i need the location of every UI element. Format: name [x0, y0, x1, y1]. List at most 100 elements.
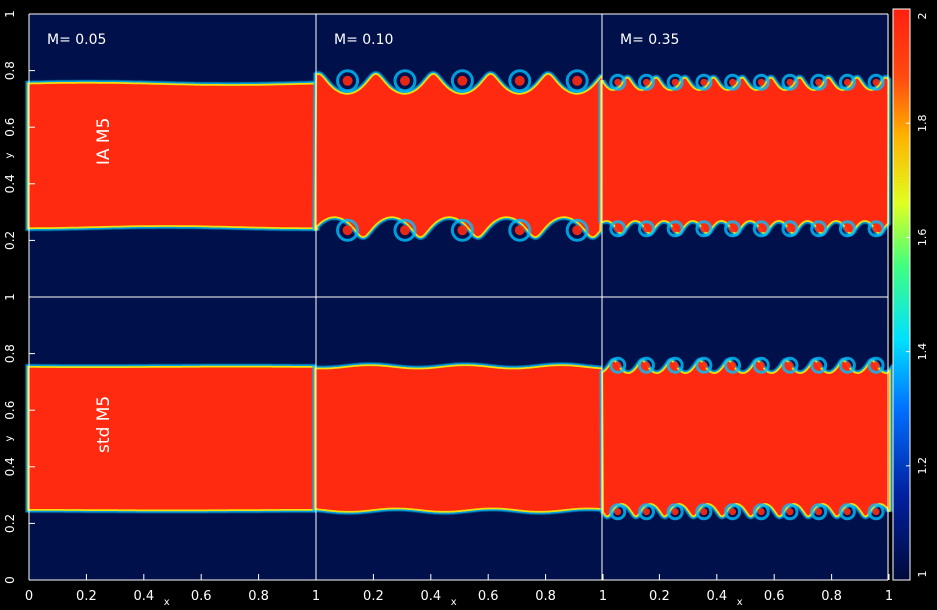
vortex-core [514, 225, 525, 236]
panel-mach-label: M= 0.35 [620, 32, 679, 48]
vortex-curl [724, 73, 742, 91]
vortex-core [399, 225, 410, 236]
vortex-core [786, 508, 794, 516]
y-tick-label: 0.2 [3, 514, 17, 533]
vortex-curl [609, 220, 627, 238]
x-tick-label: 0.8 [821, 589, 842, 604]
band-inside [602, 78, 888, 233]
y-tick-label: 0 [3, 576, 17, 584]
y-tick-label: 1 [3, 10, 17, 18]
vortex-core [614, 508, 622, 516]
x-tick-label: 0.6 [191, 589, 212, 604]
y-tick-label: 0.8 [3, 61, 17, 80]
vortex-core [642, 225, 650, 233]
vortex-core [757, 508, 765, 516]
vortex-core [872, 225, 880, 233]
y-tick-label: 0.2 [3, 231, 17, 250]
vortex-curl [867, 220, 885, 238]
vortex-curl [867, 503, 885, 521]
vortex-core [572, 75, 583, 86]
vortex-core [700, 361, 708, 369]
panel-r1-c2 [599, 297, 893, 580]
vortex-core [700, 78, 708, 86]
vortex-core [399, 75, 410, 86]
vortex-curl [838, 73, 856, 91]
vortex-core [342, 75, 353, 86]
vortex-curl [724, 220, 742, 238]
vortex-core [671, 361, 679, 369]
panel-r1-c1 [312, 297, 607, 580]
vortex-curl [609, 503, 627, 521]
vortex-curl [666, 73, 684, 91]
vortex-curl [450, 69, 474, 93]
vortex-core [872, 508, 880, 516]
vortex-core [729, 508, 737, 516]
band-inside [29, 83, 316, 228]
vortex-curl [752, 220, 770, 238]
colorbar-gradient [892, 8, 911, 581]
panel-mach-label: M= 0.05 [47, 32, 106, 48]
colorbar-tick-label: 1.2 [916, 457, 929, 475]
vortex-core [729, 225, 737, 233]
panel-mach-label: M= 0.10 [334, 32, 393, 48]
x-tick-label: 0.2 [649, 589, 670, 604]
vortex-curl [781, 356, 799, 374]
y-tick-label: 0.4 [3, 457, 17, 476]
band-inside [316, 366, 603, 511]
vortex-core [872, 78, 880, 86]
vortex-curl [609, 73, 627, 91]
x-tick-label: 1 [312, 589, 320, 604]
vortex-curl [565, 69, 589, 93]
x-tick-label: 0.8 [535, 589, 556, 604]
y-axis-label: y [4, 435, 15, 441]
vortex-core [872, 361, 880, 369]
vortex-curl [666, 503, 684, 521]
vortex-curl [838, 503, 856, 521]
colorbar-tick-label: 1.8 [916, 114, 929, 132]
vortex-core [671, 508, 679, 516]
vortex-core [729, 78, 737, 86]
vortex-curl [637, 73, 655, 91]
vortex-core [514, 75, 525, 86]
vortex-curl [637, 356, 655, 374]
vortex-curl [810, 503, 828, 521]
vortex-curl [838, 356, 856, 374]
vortex-curl [336, 218, 360, 242]
vortex-core [700, 508, 708, 516]
x-tick-label: 0.2 [363, 589, 384, 604]
vortex-curl [695, 503, 713, 521]
band-inside [316, 74, 603, 237]
y-tick-label: 0.6 [3, 118, 17, 137]
panel-r0-c2: M= 0.35 [598, 14, 892, 297]
vortex-core [572, 225, 583, 236]
row-label: IA M5 [94, 118, 114, 166]
vortex-curl [867, 356, 885, 374]
vortex-core [757, 361, 765, 369]
vortex-core [815, 225, 823, 233]
x-tick-label: 0.4 [133, 589, 154, 604]
vortex-curl [752, 356, 770, 374]
vortex-core [642, 78, 650, 86]
vortex-core [342, 225, 353, 236]
vortex-core [815, 361, 823, 369]
vortex-curl [393, 218, 417, 242]
y-tick-label: 0.4 [3, 174, 17, 193]
colorbar-tick-label: 2 [916, 13, 929, 20]
y-axis-label: y [4, 152, 15, 158]
vortex-curl [781, 73, 799, 91]
vortex-curl [508, 69, 532, 93]
x-axis-label: x [164, 597, 170, 608]
vortex-core [729, 361, 737, 369]
vortex-core [843, 361, 851, 369]
band-inside [29, 367, 316, 510]
x-tick-label: 1 [885, 589, 893, 604]
panel-r0-c0: M= 0.05 IA M5 [25, 14, 320, 297]
vortex-curl [695, 356, 713, 374]
vortex-curl [810, 73, 828, 91]
vortex-core [642, 508, 650, 516]
x-tick-label: 0.2 [76, 589, 97, 604]
vortex-core [614, 361, 622, 369]
vortex-curl [393, 69, 417, 93]
vortex-core [671, 225, 679, 233]
vortex-curl [838, 220, 856, 238]
